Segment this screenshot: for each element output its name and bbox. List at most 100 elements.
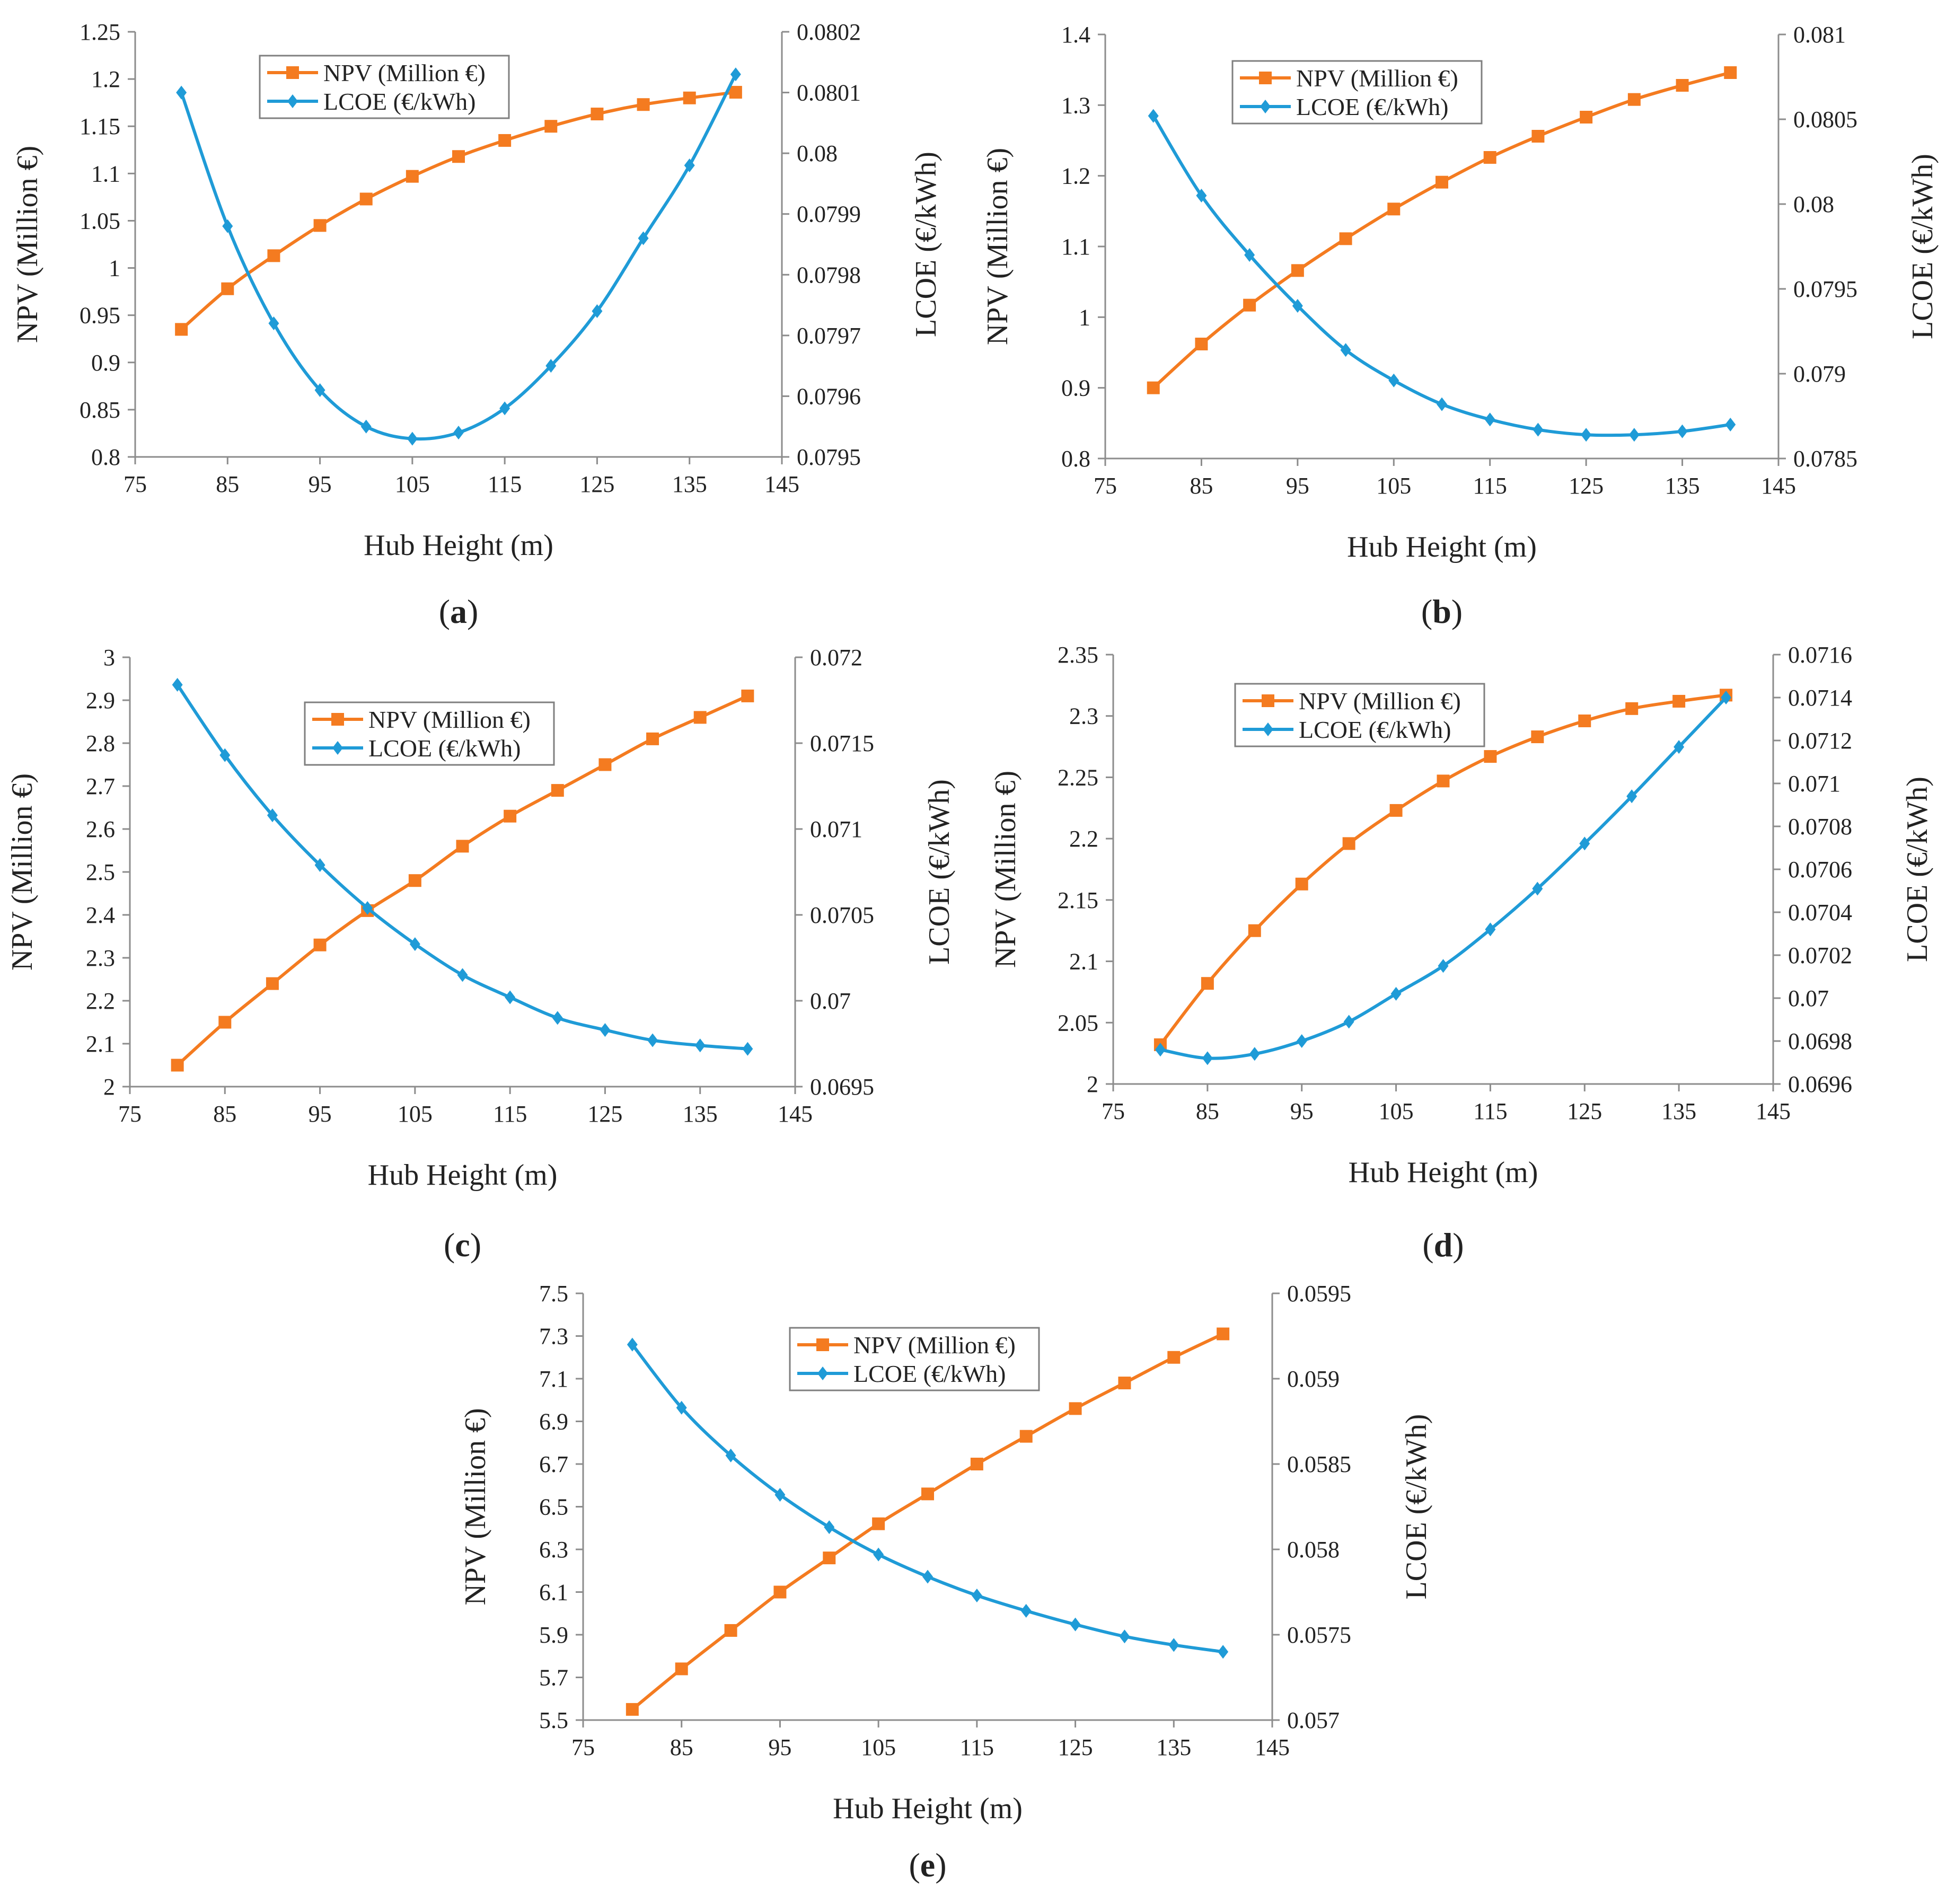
y-axis-right-title: LCOE (€/kWh) bbox=[1400, 1414, 1433, 1600]
x-tick-label: 105 bbox=[1376, 473, 1411, 499]
x-tick-label: 135 bbox=[683, 1101, 718, 1127]
lcoe-line bbox=[180, 73, 737, 441]
lcoe-point bbox=[1579, 836, 1590, 851]
lcoe-point bbox=[1340, 343, 1351, 357]
legend-swatch-marker bbox=[817, 1367, 828, 1380]
lcoe-point bbox=[1196, 189, 1207, 202]
y-left-tick-label: 2.2 bbox=[86, 988, 115, 1014]
chart-a: 75 85 95 105 115 125 135 145 0.8 0.85 0.9 0.95 1 1.05… bbox=[11, 19, 943, 630]
y-right-tick-label: 0.081 bbox=[1793, 22, 1846, 48]
y-left-tick-label: 1.2 bbox=[1061, 163, 1090, 189]
y-left-tick-label: 6.9 bbox=[539, 1409, 568, 1435]
x-tick-label: 105 bbox=[395, 471, 430, 497]
npv-line bbox=[1159, 693, 1727, 1046]
y-right-tick-label: 0.0695 bbox=[810, 1074, 874, 1100]
y-right-tick-label: 0.0712 bbox=[1788, 728, 1852, 754]
y-left-tick-label: 1.15 bbox=[80, 113, 120, 139]
y-left-tick-label: 2.4 bbox=[86, 902, 115, 928]
legend: NPV (Million €)LCOE (€/kWh) bbox=[1234, 683, 1485, 747]
lcoe-point bbox=[647, 1033, 658, 1047]
npv-point bbox=[456, 840, 469, 853]
lcoe-point bbox=[1020, 1603, 1032, 1618]
y-right-tick-label: 0.0805 bbox=[1793, 107, 1857, 133]
y-right-tick-label: 0.0785 bbox=[1793, 446, 1857, 472]
y-right-tick-label: 0.0585 bbox=[1287, 1451, 1351, 1477]
x-tick-label: 75 bbox=[118, 1101, 142, 1127]
legend: NPV (Million €)LCOE (€/kWh) bbox=[304, 701, 555, 766]
x-tick-label: 145 bbox=[764, 471, 799, 497]
x-tick-label: 125 bbox=[1058, 1734, 1093, 1760]
x-tick-label: 145 bbox=[1761, 473, 1796, 499]
y-left-tick-label: 2.3 bbox=[1069, 703, 1098, 729]
lcoe-point bbox=[730, 67, 741, 82]
panel-caption: (b) bbox=[1421, 593, 1463, 630]
x-tick-label: 105 bbox=[861, 1734, 896, 1760]
y-left-tick-label: 2.6 bbox=[86, 816, 115, 842]
panel-caption-letter: e bbox=[920, 1846, 935, 1884]
panel-caption-letter: c bbox=[455, 1226, 470, 1264]
y-left-tick-label: 6.3 bbox=[539, 1537, 568, 1563]
npv-point bbox=[1724, 66, 1737, 79]
x-tick-label: 95 bbox=[309, 1101, 332, 1127]
x-tick-label: 85 bbox=[216, 471, 239, 497]
x-tick-label: 75 bbox=[1094, 473, 1117, 499]
x-tick-label: 135 bbox=[672, 471, 707, 497]
npv-point bbox=[1201, 977, 1214, 990]
lcoe-point bbox=[1677, 424, 1688, 438]
npv-point bbox=[171, 1059, 184, 1072]
x-tick-label: 95 bbox=[1286, 473, 1309, 499]
y-right-tick-label: 0.058 bbox=[1287, 1537, 1340, 1563]
lcoe-point bbox=[824, 1520, 835, 1535]
lcoe-point bbox=[627, 1337, 638, 1352]
lcoe-point bbox=[1343, 1015, 1354, 1029]
lcoe-point bbox=[774, 1487, 786, 1502]
y-left-tick-label: 2 bbox=[103, 1074, 115, 1100]
x-tick-label: 125 bbox=[587, 1101, 622, 1127]
y-left-tick-label: 0.8 bbox=[1061, 446, 1090, 472]
y-left-tick-label: 2.9 bbox=[86, 687, 115, 713]
npv-point bbox=[267, 249, 280, 262]
npv-point bbox=[675, 1662, 688, 1676]
lcoe-point bbox=[1148, 109, 1159, 123]
x-tick-label: 115 bbox=[488, 471, 522, 497]
x-tick-label: 115 bbox=[960, 1734, 994, 1760]
lcoe-point bbox=[1070, 1617, 1081, 1632]
y-left-tick-label: 2.7 bbox=[86, 773, 115, 799]
lcoe-point bbox=[1168, 1638, 1179, 1652]
y-left-tick-label: 2.5 bbox=[86, 859, 115, 885]
legend-box bbox=[789, 1327, 1040, 1391]
y-right-tick-label: 0.0716 bbox=[1788, 642, 1852, 668]
x-axis-title: Hub Height (m) bbox=[833, 1792, 1023, 1825]
x-tick-label: 95 bbox=[309, 471, 332, 497]
lcoe-point bbox=[172, 677, 183, 692]
npv-point bbox=[1531, 130, 1545, 143]
lcoe-point bbox=[971, 1588, 982, 1602]
npv-point bbox=[1437, 774, 1450, 788]
lcoe-point bbox=[362, 901, 373, 915]
npv-point bbox=[637, 98, 650, 111]
x-tick-label: 75 bbox=[571, 1734, 595, 1760]
panel-caption-letter: d bbox=[1434, 1226, 1453, 1264]
legend-swatch-marker bbox=[816, 1338, 829, 1351]
npv-point bbox=[1625, 702, 1639, 715]
lcoe-point bbox=[407, 431, 418, 446]
npv-point bbox=[1484, 750, 1497, 763]
y-left-tick-label: 6.7 bbox=[539, 1451, 568, 1477]
npv-point bbox=[626, 1703, 639, 1716]
y-left-tick-label: 1.4 bbox=[1061, 22, 1090, 48]
y-left-tick-label: 0.8 bbox=[91, 444, 120, 470]
x-tick-label: 105 bbox=[1379, 1098, 1414, 1124]
x-tick-label: 85 bbox=[1196, 1098, 1219, 1124]
y-left-tick-label: 1.1 bbox=[1061, 234, 1090, 260]
npv-point bbox=[221, 282, 234, 295]
panel-caption-letter: b bbox=[1432, 593, 1451, 630]
y-left-tick-label: 2.15 bbox=[1058, 887, 1098, 913]
x-tick-label: 135 bbox=[1156, 1734, 1191, 1760]
npv-point bbox=[1069, 1402, 1082, 1415]
legend-swatch-marker bbox=[1262, 694, 1274, 707]
x-tick-label: 135 bbox=[1661, 1098, 1696, 1124]
panel-caption: (a) bbox=[439, 593, 479, 630]
npv-point bbox=[452, 150, 465, 163]
y-right-tick-label: 0.072 bbox=[810, 645, 862, 671]
legend-label: NPV (Million €) bbox=[1299, 687, 1461, 715]
